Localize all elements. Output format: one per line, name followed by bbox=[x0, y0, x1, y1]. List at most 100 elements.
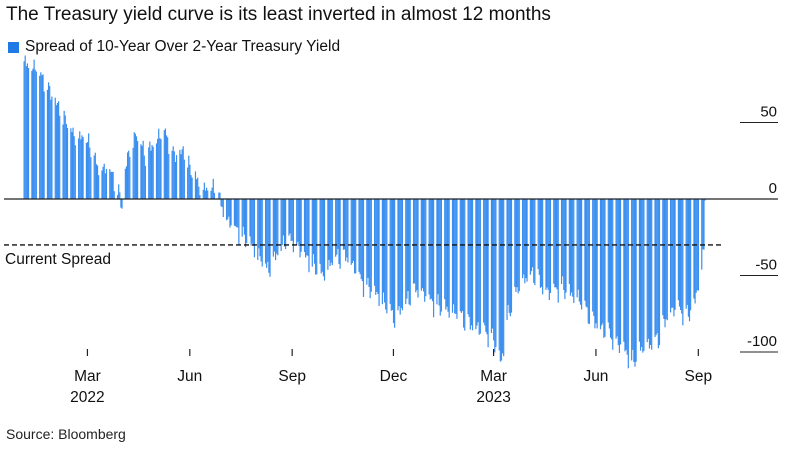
bar bbox=[686, 199, 688, 305]
bar bbox=[525, 199, 527, 278]
bar bbox=[188, 155, 190, 199]
bar bbox=[85, 142, 88, 199]
bar bbox=[607, 199, 609, 323]
bar bbox=[110, 171, 112, 199]
bar bbox=[72, 127, 74, 199]
bar bbox=[634, 199, 636, 367]
bar bbox=[398, 199, 400, 307]
bar bbox=[397, 199, 399, 311]
bar bbox=[321, 199, 323, 272]
bar bbox=[602, 199, 604, 324]
bar bbox=[546, 199, 548, 288]
bar bbox=[603, 199, 605, 338]
bar bbox=[73, 136, 75, 199]
bar bbox=[690, 199, 692, 311]
bar bbox=[510, 199, 513, 313]
bar bbox=[141, 145, 143, 199]
bar bbox=[137, 141, 139, 199]
bar bbox=[586, 199, 588, 308]
bar bbox=[665, 199, 667, 320]
bar bbox=[198, 186, 200, 199]
bar bbox=[144, 165, 146, 199]
bar bbox=[639, 199, 642, 351]
bar bbox=[118, 184, 120, 199]
x-year-label: 2023 bbox=[476, 389, 510, 406]
bar bbox=[71, 132, 73, 199]
bar bbox=[565, 199, 567, 293]
bar bbox=[377, 199, 379, 294]
y-tick-label: -50 bbox=[755, 257, 777, 274]
bar bbox=[370, 199, 372, 292]
x-tick-label: Mar bbox=[480, 368, 507, 385]
bar bbox=[475, 199, 477, 330]
bar bbox=[569, 199, 572, 296]
bar bbox=[282, 199, 284, 236]
bar bbox=[631, 199, 633, 361]
bar bbox=[445, 199, 447, 310]
bar bbox=[155, 143, 158, 199]
y-tick-label: -100 bbox=[747, 333, 777, 350]
bar bbox=[316, 199, 318, 275]
bar bbox=[50, 99, 52, 199]
bar bbox=[267, 199, 269, 262]
bar bbox=[570, 199, 573, 293]
bar bbox=[51, 96, 53, 199]
bar bbox=[101, 170, 103, 199]
bar bbox=[516, 199, 518, 288]
bar bbox=[329, 199, 331, 266]
bar bbox=[673, 199, 675, 317]
bar bbox=[494, 199, 496, 353]
bar bbox=[366, 199, 368, 285]
bar bbox=[444, 199, 446, 300]
bar bbox=[384, 199, 386, 303]
bar bbox=[353, 199, 356, 274]
bar bbox=[656, 199, 658, 334]
bar bbox=[132, 147, 134, 199]
bar bbox=[288, 199, 290, 236]
bar bbox=[446, 199, 448, 307]
bar bbox=[109, 169, 111, 199]
bar bbox=[82, 137, 84, 199]
bar bbox=[125, 166, 128, 199]
bar bbox=[648, 199, 651, 349]
bar bbox=[588, 199, 590, 325]
bar bbox=[459, 199, 461, 312]
x-year-label: 2022 bbox=[70, 389, 104, 406]
bar bbox=[608, 199, 610, 329]
bar bbox=[261, 199, 263, 267]
bar bbox=[103, 163, 105, 199]
bar bbox=[273, 199, 276, 252]
bar bbox=[693, 199, 695, 299]
bar bbox=[289, 199, 291, 234]
bar bbox=[369, 199, 371, 299]
bar bbox=[430, 199, 432, 299]
bar bbox=[414, 199, 416, 284]
bar bbox=[577, 199, 579, 290]
bar bbox=[218, 192, 220, 199]
bar bbox=[500, 199, 503, 361]
bar bbox=[264, 199, 267, 264]
bar bbox=[437, 199, 439, 295]
bar bbox=[128, 150, 130, 199]
bar bbox=[158, 128, 160, 199]
bar bbox=[112, 171, 114, 199]
bar bbox=[339, 199, 341, 269]
bar bbox=[485, 199, 487, 332]
bar bbox=[694, 199, 696, 304]
bar bbox=[649, 199, 652, 345]
bar bbox=[228, 199, 230, 217]
bar bbox=[23, 61, 25, 199]
bar bbox=[604, 199, 606, 337]
bar bbox=[643, 199, 645, 351]
bar bbox=[135, 136, 138, 199]
bar bbox=[524, 199, 526, 284]
bar bbox=[401, 199, 404, 311]
bar bbox=[62, 124, 64, 199]
bar bbox=[503, 199, 505, 357]
bar bbox=[74, 145, 76, 199]
bar bbox=[163, 130, 165, 199]
bar bbox=[80, 139, 82, 199]
bar bbox=[54, 97, 56, 199]
bar bbox=[417, 199, 419, 298]
bar bbox=[179, 149, 181, 199]
